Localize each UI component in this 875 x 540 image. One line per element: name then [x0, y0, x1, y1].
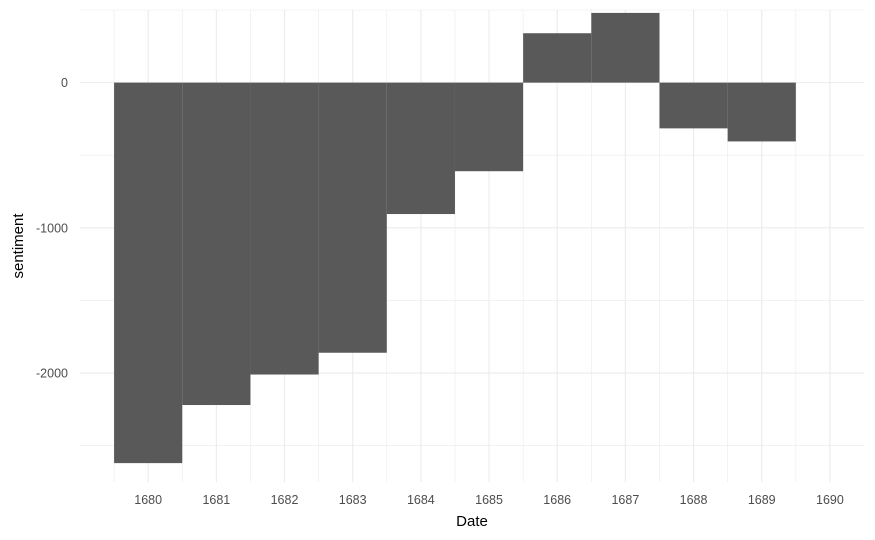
x-tick-label: 1682 [271, 493, 299, 507]
x-tick-label: 1681 [202, 493, 230, 507]
x-tick-label: 1684 [407, 493, 435, 507]
bar-1687 [591, 12, 660, 83]
x-axis-title: Date [456, 513, 488, 530]
bar-1682 [250, 82, 319, 375]
bar-1688 [659, 82, 728, 129]
bar-1685 [454, 82, 524, 172]
y-tick-label: -1000 [36, 221, 68, 235]
y-axis-title: sentiment [10, 213, 27, 279]
x-tick-label: 1688 [680, 493, 708, 507]
bar-1686 [523, 33, 592, 83]
y-tick-label: -2000 [36, 367, 68, 381]
x-tick-label: 1683 [339, 493, 367, 507]
bar-1681 [182, 82, 251, 406]
x-tick-label: 1687 [611, 493, 639, 507]
x-tick-label: 1690 [816, 493, 844, 507]
x-tick-label: 1686 [543, 493, 571, 507]
y-tick-labels: 0 -1000 -2000 [36, 76, 68, 380]
x-tick-label: 1689 [748, 493, 776, 507]
x-tick-label: 1680 [134, 493, 162, 507]
y-tick-label: 0 [61, 76, 68, 90]
bar-1680 [114, 82, 183, 464]
bar-1684 [386, 82, 455, 215]
bars [114, 12, 796, 464]
bar-1689 [727, 82, 796, 142]
x-tick-label: 1685 [475, 493, 503, 507]
x-tick-labels: 1680 1681 1682 1683 1684 1685 1686 1687 1688 1689… [134, 493, 844, 507]
bar-1683 [318, 82, 387, 353]
